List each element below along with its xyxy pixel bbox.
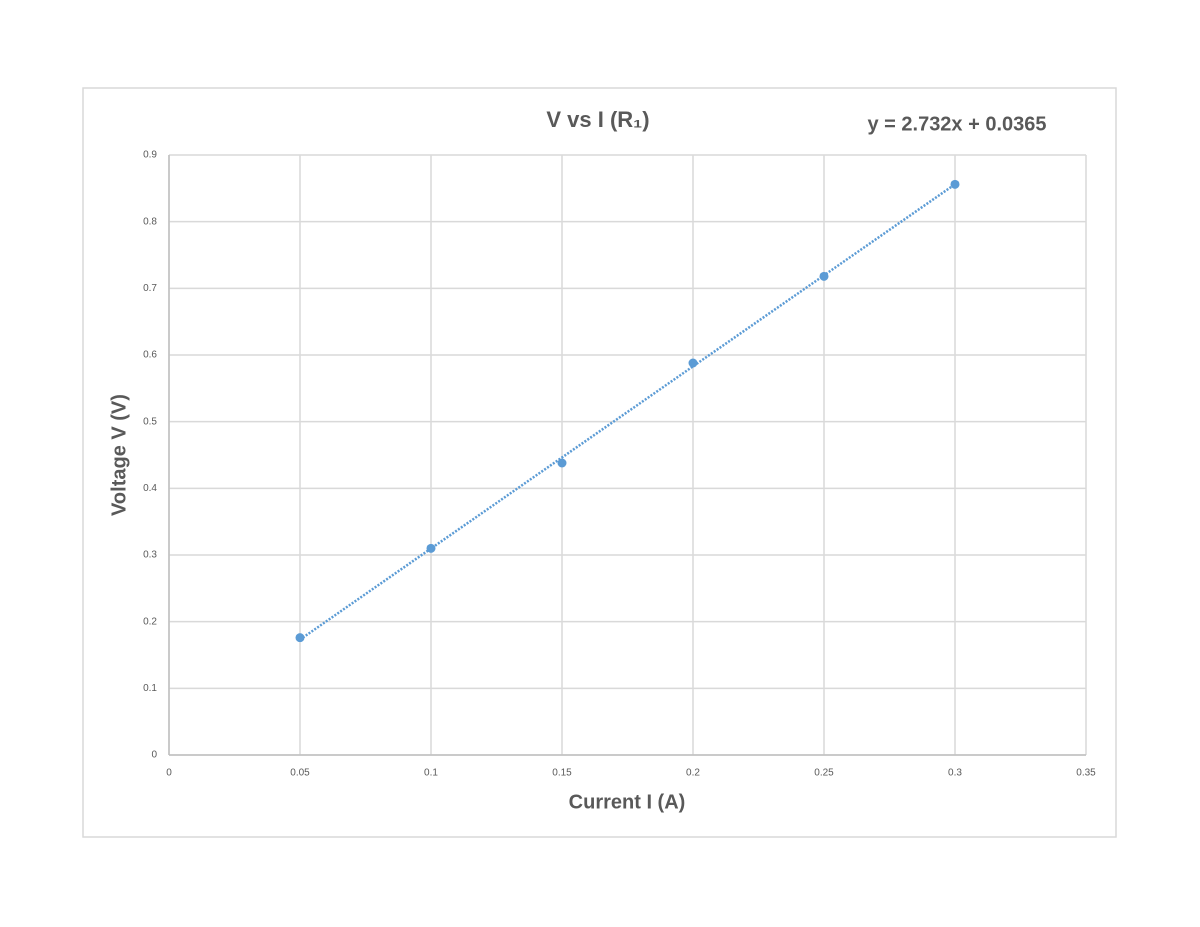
x-tick-label: 0.35 bbox=[1076, 768, 1096, 779]
point bbox=[950, 179, 960, 189]
x-tick-label: 0.1 bbox=[424, 768, 438, 779]
chart-title: V vs I (R₁) bbox=[546, 107, 649, 132]
x-tick-label: 0.15 bbox=[552, 768, 572, 779]
trendline-equation: y = 2.732x + 0.0365 bbox=[867, 113, 1046, 135]
y-tick-label: 0 bbox=[151, 750, 157, 761]
point bbox=[426, 543, 436, 553]
y-tick-label: 0.4 bbox=[143, 483, 157, 494]
point bbox=[688, 358, 698, 368]
y-tick-label: 0.5 bbox=[143, 416, 157, 427]
x-tick-label: 0.2 bbox=[686, 768, 700, 779]
point bbox=[295, 633, 305, 643]
x-tick-label: 0 bbox=[166, 768, 172, 779]
y-tick-label: 0.1 bbox=[143, 683, 157, 694]
y-tick-label: 0.9 bbox=[143, 150, 157, 161]
chart-frame bbox=[82, 87, 1117, 838]
y-tick-label: 0.7 bbox=[143, 283, 157, 294]
y-tick-label: 0.6 bbox=[143, 350, 157, 361]
y-tick-label: 0.8 bbox=[143, 216, 157, 227]
y-tick-label: 0.3 bbox=[143, 550, 157, 561]
y-tick-label: 0.2 bbox=[143, 616, 157, 627]
y-axis-title: Voltage V (V) bbox=[108, 394, 130, 516]
x-tick-label: 0.05 bbox=[290, 768, 310, 779]
x-axis-title: Current I (A) bbox=[569, 791, 686, 813]
point bbox=[557, 458, 567, 468]
point bbox=[819, 271, 829, 281]
x-tick-label: 0.3 bbox=[948, 768, 962, 779]
x-tick-label: 0.25 bbox=[814, 768, 834, 779]
